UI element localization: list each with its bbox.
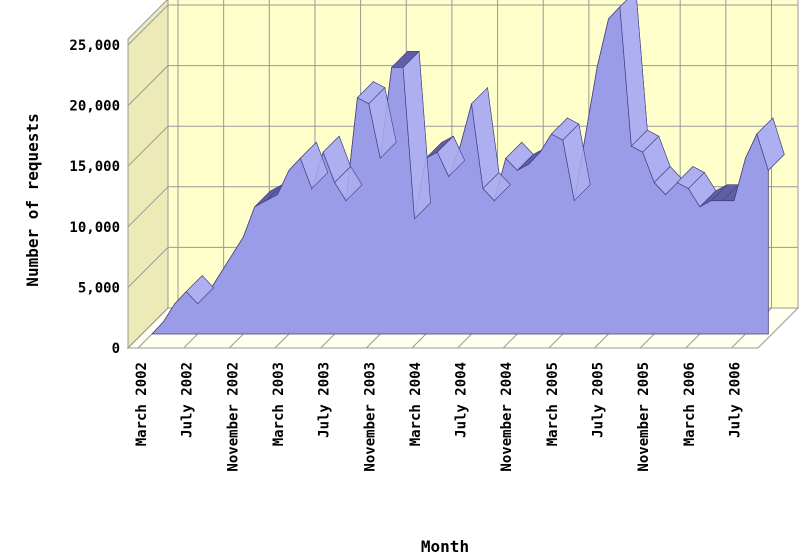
gridline-side [127,65,169,106]
ribbon-fold [482,172,511,202]
y-tick-label: 10,000 [69,220,120,236]
x-tick-label: November 2004 [499,362,515,472]
ribbon-fold [368,87,397,159]
y-tick-label: 0 [112,341,120,357]
x-tick-label: July 2004 [454,362,470,438]
x-tick-label: July 2005 [591,362,607,438]
x-tick-label: November 2002 [225,362,241,472]
x-tick-label: July 2006 [727,362,743,438]
ribbon-fold [300,141,329,190]
ribbon-fold [436,135,466,177]
ribbon-fold [688,172,717,208]
y-axis-title: Number of requests [23,113,42,286]
gridline-side [127,186,169,228]
x-tick-label: November 2005 [636,362,652,472]
y-tick-label: 5,000 [78,280,120,296]
x-tick-label: March 2005 [545,362,561,446]
ribbon-fold [402,50,431,220]
ribbon-fold [334,166,363,202]
ribbon-fold [562,123,591,202]
ribbon-fold [756,117,785,171]
y-tick-label: 15,000 [69,159,120,175]
y-tick-label: 25,000 [69,38,120,54]
y-tick-label: 20,000 [69,99,120,115]
ribbon-fold [185,275,215,305]
x-tick-label: March 2006 [682,362,698,446]
x-tick-label: July 2003 [317,362,333,438]
series-ribbon [151,0,785,335]
side-wall [127,0,169,350]
gridline-side [127,125,169,167]
gridline-side [127,307,169,349]
x-tick-label: July 2002 [180,362,196,438]
x-tick-label: March 2002 [134,362,150,446]
ribbon-fold [505,141,534,171]
y-axis: 0 5,000 10,000 15,000 20,000 25,000 [69,38,120,357]
x-axis-title: Month [421,537,469,556]
x-tick-label: March 2004 [408,362,424,446]
x-tick-label: November 2003 [362,362,378,472]
gridline-side [127,247,169,288]
x-tick-label: March 2003 [271,362,287,446]
x-axis: March 2002 July 2002 November 2002 March 20… [134,362,743,472]
gridline-side [127,4,169,46]
